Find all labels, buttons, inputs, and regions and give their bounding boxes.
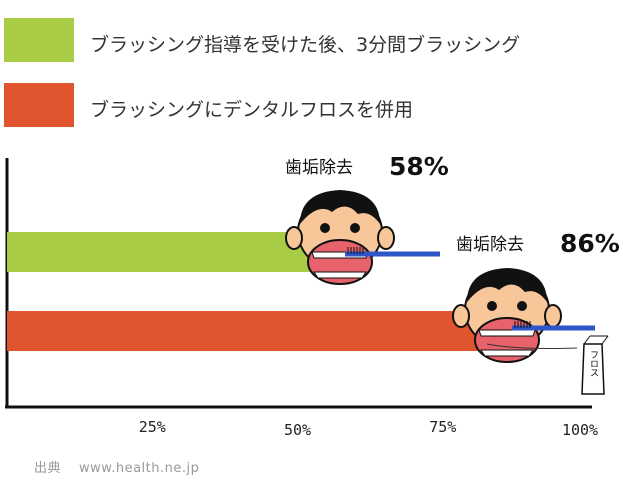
bar-1: [7, 311, 507, 351]
annotation-value-1: 86%: [560, 229, 620, 258]
cartoon-face-brushing-icon: [285, 190, 440, 285]
annotation-prefix-1: 歯垢除去: [456, 235, 524, 255]
source-prefix: 出典: [34, 461, 62, 476]
x-tick-label: 50%: [284, 421, 311, 439]
chart-axes: [5, 158, 592, 409]
x-tick-label: 25%: [139, 418, 166, 436]
x-tick-label: 100%: [562, 421, 598, 439]
cartoon-face-floss-icon: [452, 268, 595, 363]
source-credit: 出典 www.health.ne.jp: [34, 457, 199, 476]
chart-ticks: 25% 50% 75% 100%: [139, 418, 598, 439]
annotation-value-0: 58%: [389, 152, 449, 181]
floss-box-icon: フロス: [581, 335, 609, 395]
source-url: www.health.ne.jp: [79, 461, 200, 476]
annotation-prefix-0: 歯垢除去: [285, 158, 353, 178]
x-tick-label: 75%: [429, 418, 456, 436]
chart-bars: [7, 232, 507, 351]
bar-chart: 25% 50% 75% 100% 歯垢除去 58% 歯垢除去 86%: [5, 152, 620, 439]
legend-label-floss: ブラッシングにデンタルフロスを併用: [90, 99, 414, 121]
chart-annotations: 歯垢除去 58% 歯垢除去 86%: [285, 152, 620, 258]
legend-swatch-floss: [4, 83, 74, 127]
legend-label-brushing: ブラッシング指導を受けた後、3分間ブラッシング: [90, 34, 521, 56]
legend-swatch-brushing: [4, 18, 74, 62]
floss-box-label: フロス: [588, 350, 598, 377]
